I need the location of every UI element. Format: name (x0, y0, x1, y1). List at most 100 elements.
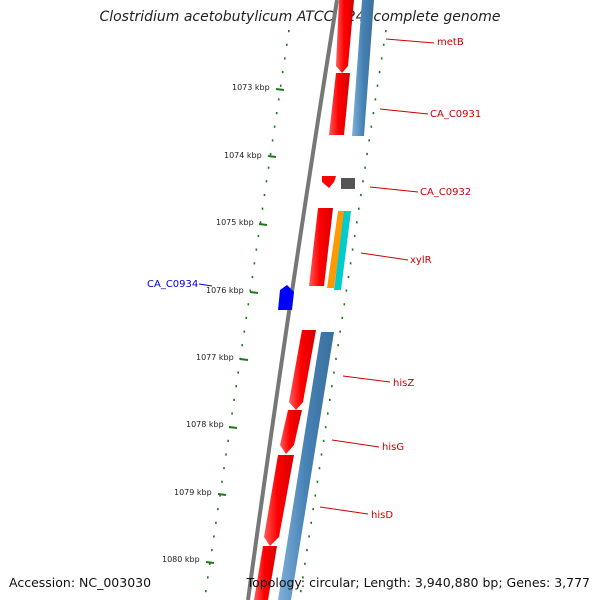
tick-dot (257, 234, 260, 238)
kbp-tick (228, 426, 238, 429)
tick-dot (362, 180, 364, 183)
tick-dot (314, 494, 317, 497)
gene-label-CA_C0934[interactable]: CA_C0934 (147, 279, 198, 290)
tick-dot (263, 193, 266, 197)
tick-dot (265, 180, 268, 183)
tick-dot (339, 330, 341, 333)
tick-dot (337, 344, 339, 347)
connector-hisG (331, 439, 380, 448)
tick-dot (312, 508, 314, 511)
tick-dot (219, 494, 221, 497)
tick-dot (286, 43, 288, 46)
tick-dot (320, 453, 323, 456)
cds-hisZ (289, 330, 316, 410)
tick-dot (347, 275, 350, 279)
tick-dot (243, 330, 246, 333)
tick-dot (231, 412, 233, 415)
tick-dot (225, 453, 227, 456)
cds-hisG (280, 410, 302, 454)
kbp-label: 1074 kbp (224, 151, 262, 160)
tick-dot (316, 480, 319, 483)
tick-dot (360, 193, 362, 197)
map-title: Clostridium acetobutylicum ATCC 824, com… (99, 9, 501, 25)
tick-dot (281, 71, 284, 74)
kbp-tick (249, 291, 259, 294)
tick-dot (349, 262, 352, 265)
kbp-tick (267, 155, 277, 158)
cyan-feature (334, 211, 351, 290)
kbp-label: 1080 kbp (162, 555, 200, 564)
kbp-label: 1073 kbp (232, 83, 270, 92)
tick-dot (205, 590, 207, 593)
tick-dot (356, 221, 358, 224)
kbp-label: 1075 kbp (216, 218, 254, 227)
tick-dot (217, 508, 219, 511)
tick-dot (366, 152, 368, 156)
tick-dot (267, 166, 270, 169)
kbp-label: 1077 kbp (196, 353, 234, 362)
tick-dot (380, 57, 383, 60)
connector-CA_C0931 (379, 108, 429, 115)
connector-CA_C0934 (198, 283, 213, 287)
cds-blue (278, 332, 334, 600)
tick-dot (376, 84, 379, 87)
gene-label-hisZ[interactable]: hisZ (393, 378, 414, 389)
tick-dot (279, 84, 282, 87)
kbp-tick (275, 88, 285, 91)
gene-label-CA_C0931[interactable]: CA_C0931 (430, 109, 481, 120)
tick-dot (353, 234, 356, 238)
tick-dot (209, 562, 211, 565)
inner-tick-ring (300, 30, 387, 593)
cds-hisD (264, 455, 294, 546)
tick-dot (251, 275, 254, 279)
tick-dot (306, 549, 308, 552)
gene-label-CA_C0932[interactable]: CA_C0932 (420, 187, 471, 198)
tick-dot (249, 289, 252, 292)
connector-hisD (319, 506, 369, 515)
tick-dot (211, 549, 213, 552)
tick-dot (277, 98, 280, 101)
gene-label-hisD[interactable]: hisD (371, 510, 393, 521)
gene-label-metB[interactable]: metB (437, 37, 464, 48)
tick-dot (284, 57, 286, 60)
forward-strand-features (254, 0, 355, 600)
small-gray-feature (341, 178, 355, 189)
connector-CA_C0932 (369, 186, 419, 193)
tick-dot (374, 98, 377, 101)
tick-dot (351, 248, 354, 251)
tick-dot (318, 467, 321, 470)
cds-red (254, 546, 277, 600)
tick-dot (213, 535, 215, 538)
tick-dot (302, 576, 304, 579)
accession-text: Accession: NC_003030 (9, 575, 152, 590)
tick-dot (233, 398, 235, 401)
tick-dot (300, 590, 302, 593)
tick-dot (273, 125, 276, 128)
tick-dot (304, 562, 306, 565)
tick-dot (288, 30, 290, 33)
tick-dot (368, 139, 370, 142)
tick-dot (364, 166, 366, 169)
tick-dot (245, 316, 248, 319)
tick-dot (329, 398, 331, 401)
tick-dot (382, 43, 385, 46)
tick-dot (358, 207, 360, 210)
tick-dot (335, 357, 337, 360)
tick-dot (275, 112, 278, 115)
gene-label-hisG[interactable]: hisG (382, 442, 404, 453)
tick-dot (227, 439, 229, 442)
tick-dot (333, 371, 335, 374)
gene-label-xylR[interactable]: xylR (410, 255, 432, 266)
tick-dot (345, 289, 348, 292)
tick-dot (341, 316, 344, 319)
kbp-label: 1076 kbp (206, 286, 244, 295)
cds-CA_C0931 (329, 73, 350, 135)
tick-dot (308, 535, 310, 538)
tick-dot (207, 576, 209, 579)
tick-dot (235, 385, 237, 388)
cds-CA_C0932 (322, 176, 336, 188)
tick-dot (223, 467, 225, 470)
tick-dot (331, 385, 333, 388)
